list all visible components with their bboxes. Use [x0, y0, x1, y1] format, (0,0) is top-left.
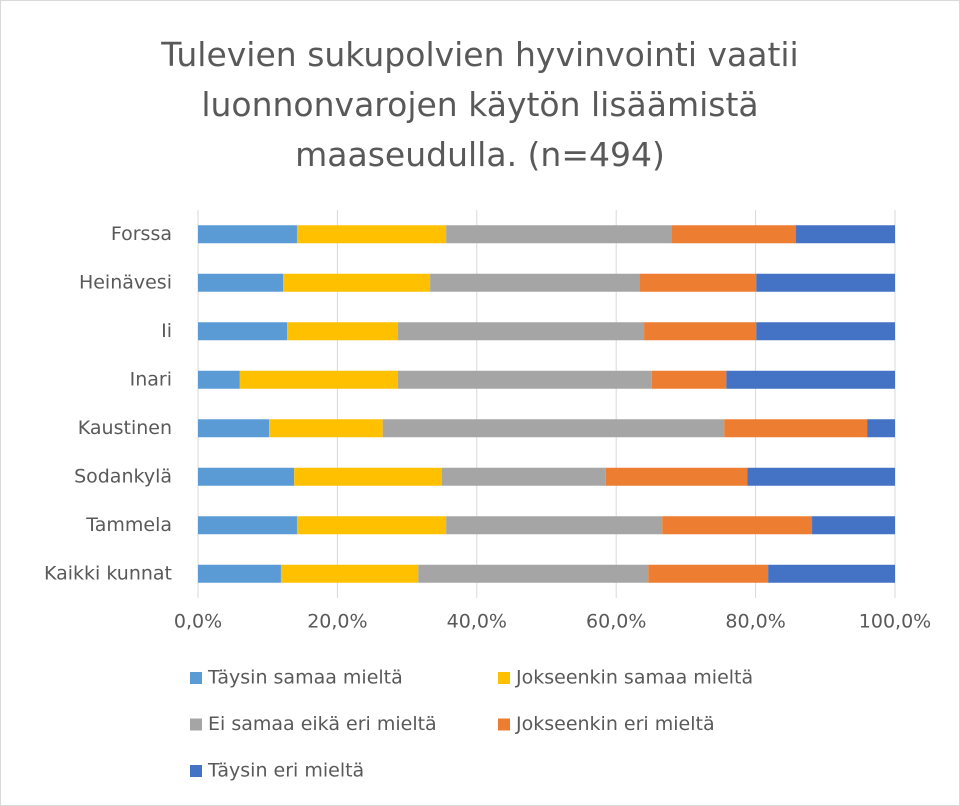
- y-tick-label: Tammela: [85, 514, 172, 536]
- bar-segment: [867, 419, 895, 438]
- legend-label: Täysin eri mieltä: [207, 760, 364, 782]
- legend-swatch: [190, 718, 202, 731]
- bar-segment: [651, 370, 727, 389]
- bar-segment: [724, 419, 868, 438]
- bar-segment: [198, 564, 281, 583]
- x-tick-label: 80,0%: [725, 611, 785, 633]
- bar-segment: [671, 225, 797, 244]
- x-tick-label: 100,0%: [859, 611, 931, 633]
- y-tick-label: Inari: [130, 368, 172, 390]
- chart-title: Tulevien sukupolvien hyvinvointi vaatii …: [161, 35, 799, 174]
- bar-segment: [418, 564, 649, 583]
- bar-segment: [726, 370, 895, 389]
- bar-segment: [768, 564, 895, 583]
- bar-segment: [398, 370, 652, 389]
- bar-segment: [294, 467, 442, 486]
- y-tick-label: Sodankylä: [74, 465, 172, 487]
- bar-segment: [382, 419, 725, 438]
- y-tick-label: Kaikki kunnat: [44, 562, 172, 584]
- x-tick-label: 0,0%: [174, 611, 222, 633]
- bar-segment: [283, 273, 431, 292]
- y-tick-label: Ii: [161, 320, 172, 342]
- bar-segment: [198, 322, 288, 341]
- x-tick-label: 40,0%: [447, 611, 507, 633]
- bar-segment: [644, 322, 757, 341]
- bar-segment: [269, 419, 383, 438]
- bar-segment: [296, 516, 447, 535]
- bar-segment: [756, 322, 895, 341]
- bar-segment: [198, 273, 284, 292]
- bar-segment: [198, 516, 297, 535]
- bar-segment: [441, 467, 606, 486]
- bar-segment: [747, 467, 895, 486]
- bar-segment: [198, 370, 240, 389]
- bar-segment: [280, 564, 419, 583]
- bar-segment: [639, 273, 757, 292]
- bar-segment: [239, 370, 399, 389]
- legend-swatch: [498, 718, 510, 731]
- x-tick-label: 60,0%: [586, 611, 646, 633]
- bar-segment: [198, 419, 270, 438]
- legend-label: Jokseenkin eri mieltä: [515, 713, 715, 735]
- bar-segment: [198, 225, 297, 244]
- legend-swatch: [190, 672, 202, 684]
- y-tick-label: Heinävesi: [79, 271, 172, 293]
- bar-segment: [296, 225, 447, 244]
- y-tick-label: Kaustinen: [78, 417, 172, 439]
- bar-segment: [398, 322, 645, 341]
- bar-segment: [605, 467, 748, 486]
- bar-segment: [446, 516, 663, 535]
- bar-segment: [430, 273, 640, 292]
- bar-segment: [446, 225, 672, 244]
- legend-label: Jokseenkin samaa mieltä: [515, 667, 753, 689]
- y-tick-label: Forssa: [111, 223, 172, 245]
- bar-segment: [287, 322, 399, 341]
- legend-swatch: [190, 765, 202, 777]
- bar-segment: [198, 467, 295, 486]
- bar-segment: [756, 273, 895, 292]
- bar-segment: [648, 564, 769, 583]
- legend-label: Ei samaa eikä eri mieltä: [208, 713, 437, 735]
- x-tick-label: 20,0%: [307, 611, 367, 633]
- legend-label: Täysin samaa mieltä: [207, 667, 403, 689]
- legend-swatch: [498, 672, 510, 684]
- bar-segment: [662, 516, 813, 535]
- bar-segment: [812, 516, 895, 535]
- bar-segment: [796, 225, 895, 244]
